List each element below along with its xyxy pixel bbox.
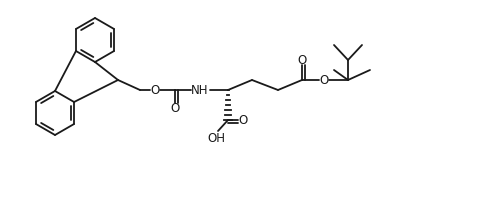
Text: O: O [150,83,160,97]
Text: OH: OH [207,131,225,145]
Text: O: O [297,53,306,67]
Text: O: O [320,73,329,87]
Text: NH: NH [191,83,209,97]
Text: O: O [170,102,179,114]
Text: O: O [238,114,247,126]
